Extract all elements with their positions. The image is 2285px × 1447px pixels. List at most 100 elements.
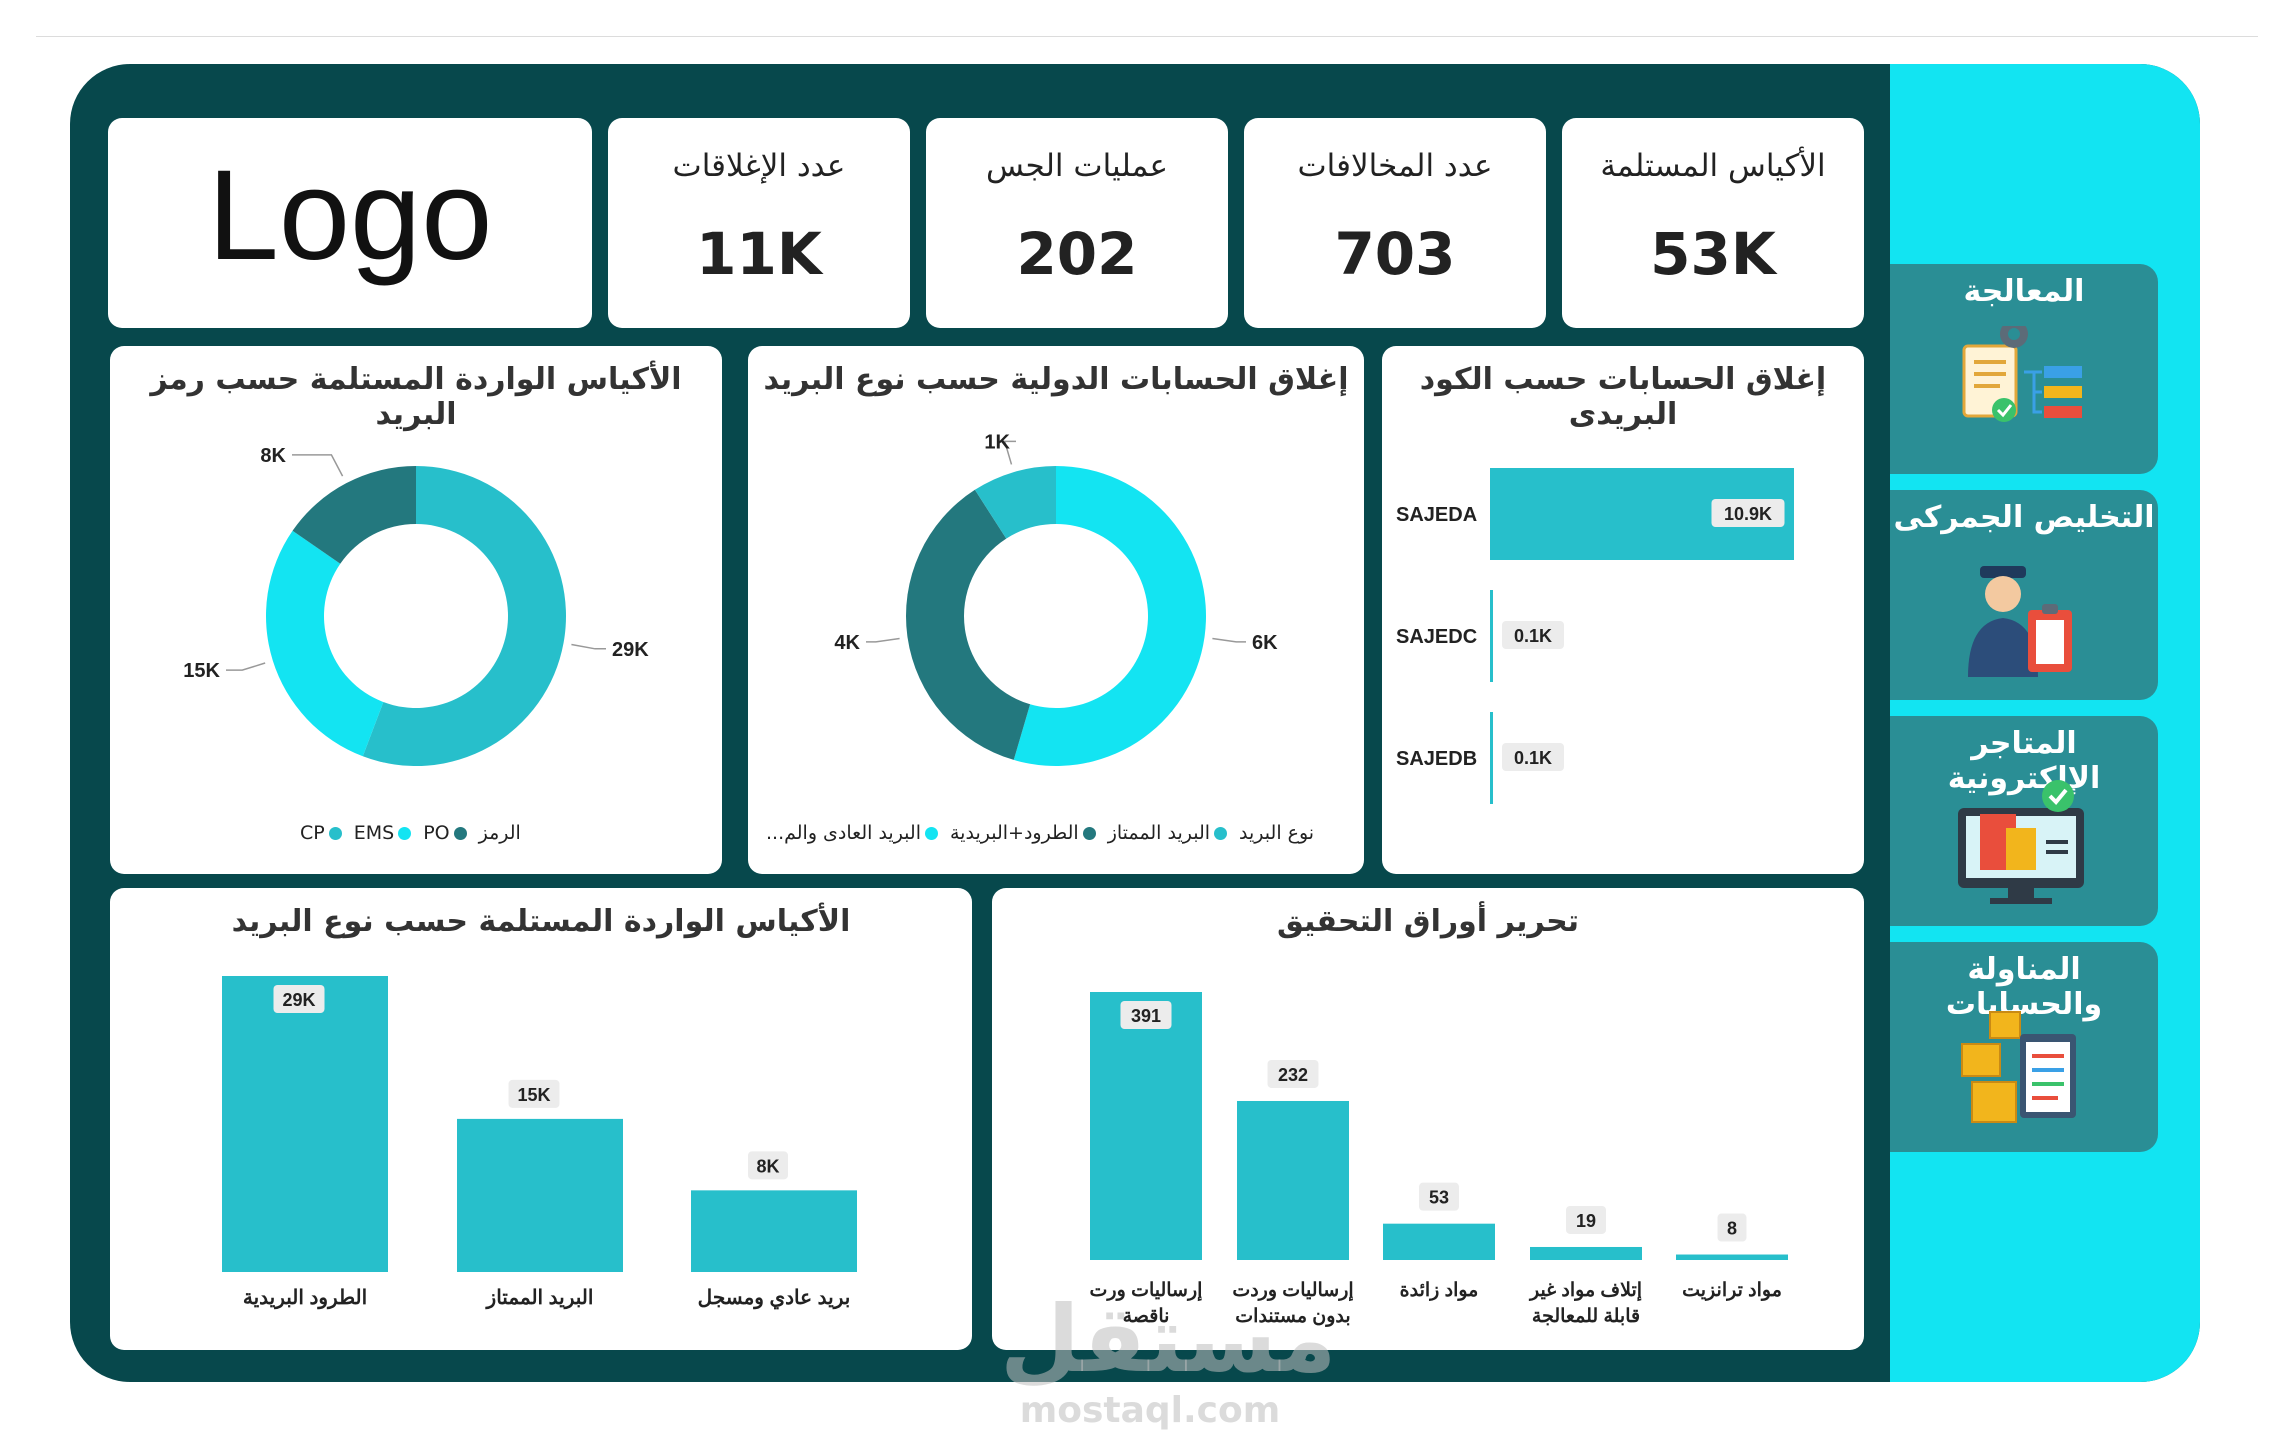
bar-value-label: 232 (1278, 1065, 1308, 1085)
watermark-arabic: مستقل (1000, 1286, 1337, 1393)
legend-item: البريد العادى والم... (766, 822, 938, 844)
dashboard-panel: المعالجة التخليص الجمركى المتاجر الإلكت (70, 64, 2200, 1382)
chart-title: إغلاق الحسابات الدولية حسب نوع البريد (763, 362, 1349, 397)
bar-value-label-bg (1120, 1001, 1172, 1029)
slice-value-label: 4K (834, 632, 860, 654)
chart-card-investigation-papers: تحرير أوراق التحقيق 391 إرساليات ورت ناقصة… (992, 888, 1864, 1350)
slice-value-label: 29K (612, 639, 649, 661)
bar-value-label-bg (1502, 621, 1564, 649)
sidebar-item-label: المتاجر الإلكترونية (1947, 726, 2101, 796)
bar-value-label: 10.9K (1724, 504, 1772, 524)
kpi-value: 11K (696, 220, 822, 288)
kpi-value: 703 (1334, 220, 1456, 288)
x-tick-label: قابلة للمعالجة (1532, 1306, 1640, 1327)
x-tick-label: البريد الممتاز (485, 1287, 594, 1310)
logo: Logo (207, 144, 493, 287)
bar-value-label: 8K (756, 1156, 779, 1176)
legend-label: CP (300, 822, 325, 844)
kpi-card-closures: عدد الإغلاقات 11K (608, 118, 910, 328)
y-tick-label: SAJEDC (1396, 626, 1477, 648)
bar-value-label: 391 (1131, 1006, 1161, 1026)
bar-value-label-bg (748, 1151, 788, 1180)
bar-value-label: 29K (282, 990, 315, 1010)
legend-label: PO (423, 822, 450, 844)
legend-swatch (453, 826, 467, 840)
bar-value-label: 15K (517, 1085, 550, 1105)
leader-line (292, 454, 344, 477)
bar-SAJEDC (1490, 590, 1493, 682)
bar-value-label-bg (1419, 1182, 1459, 1211)
bar-category-0 (1090, 992, 1202, 1260)
bar-بريد عادي ومسجل (691, 1190, 857, 1272)
legend-label: الطرود+البريدية (950, 822, 1079, 844)
donut-chart-bags-by-code: 29K 15K 8K (183, 445, 649, 766)
legend-item: PO (423, 822, 467, 844)
bar-chart-investigation-papers: 391 إرساليات ورت ناقصة 232 إرساليات وردت بدون… (1090, 992, 1788, 1327)
legend-swatch (925, 826, 938, 840)
chart-legend: نوع البريد البريد الممتاز الطرود+البريدية ا… (766, 822, 1314, 844)
legend-label: EMS (353, 822, 395, 844)
kpi-value: 202 (1016, 220, 1138, 288)
sidebar-item-label: التخليص الجمركى (1893, 500, 2155, 535)
sidebar-item-customs[interactable]: التخليص الجمركى (1890, 490, 2158, 700)
bar-value-label: 19 (1576, 1211, 1596, 1231)
kpi-title: عدد المخالافات (1297, 148, 1493, 184)
watermark: مستقل mostaql.com (1000, 1286, 1337, 1432)
kpi-card-bags-received: الأكياس المستلمة 53K (1562, 118, 1864, 328)
kpi-card-violations: عدد المخالافات 703 (1244, 118, 1546, 328)
x-tick-label: ناقصة (1123, 1306, 1170, 1327)
legend-swatch (1082, 826, 1096, 840)
bar-category-2 (1383, 1223, 1495, 1260)
legend-title: الرمز (478, 822, 521, 844)
chart-title: الأكياس الواردة المستلمة حسب رمز البريد (150, 362, 682, 432)
legend-swatch (1214, 826, 1228, 840)
kpi-value: 53K (1650, 220, 1776, 288)
bar-SAJEDB (1490, 712, 1493, 804)
chart-card-bags-by-type: الأكياس الواردة المستلمة حسب نوع البريد … (110, 888, 972, 1350)
x-tick-label: بريد عادي ومسجل (698, 1287, 851, 1310)
sidebar-item-label: المعالجة (1963, 274, 2085, 309)
x-tick-label: إرساليات وردت (1232, 1280, 1353, 1302)
watermark-latin: mostaql.com (1019, 1390, 1281, 1431)
bar-value-label: 0.1K (1514, 626, 1552, 646)
kpi-title: الأكياس المستلمة (1600, 148, 1826, 184)
y-tick-label: SAJEDA (1396, 504, 1477, 526)
donut-slice-البريد الممتاز (974, 466, 1056, 539)
bar-value-label-bg (508, 1079, 560, 1108)
leader-line (1003, 440, 1016, 465)
bar-البريد الممتاز (457, 1118, 623, 1272)
processing-icon (1962, 326, 2082, 422)
bar-value-label-bg (273, 985, 325, 1013)
leader-line (866, 637, 900, 643)
x-tick-label: إتلاف مواد غير (1528, 1280, 1642, 1302)
bar-value-label-bg (1717, 1213, 1747, 1242)
chart-card-intl-closures: إغلاق الحسابات الدولية حسب نوع البريد 6K… (748, 346, 1364, 874)
bar-chart-closures-by-code: SAJEDA 10.9K SAJEDC 0.1K SAJEDB 0.1K (1396, 468, 1794, 804)
sidebar-item-ecommerce[interactable]: المتاجر الإلكترونية (1890, 716, 2158, 926)
kpi-card-inspections: عمليات الجس 202 (926, 118, 1228, 328)
customs-officer-icon (1968, 566, 2072, 677)
sidebar-item-handling[interactable]: المناولة والحسابات (1890, 942, 2158, 1152)
legend-item: EMS (353, 822, 412, 844)
y-tick-label: SAJEDB (1396, 748, 1477, 770)
x-tick-label: بدون مستندات (1235, 1306, 1350, 1327)
chart-title: تحرير أوراق التحقيق (1277, 904, 1579, 939)
logo-card: Logo (108, 118, 592, 328)
bar-value-label-bg (1566, 1205, 1606, 1234)
bar-value-label: 8 (1727, 1219, 1737, 1239)
donut-slice-EMS (266, 530, 384, 757)
legend-swatch (398, 826, 412, 840)
x-tick-label: مواد ترانزيت (1682, 1280, 1782, 1301)
legend-label: البريد الممتاز (1107, 822, 1211, 844)
legend-label: البريد العادى والم... (766, 822, 921, 844)
slice-value-label: 6K (1252, 632, 1278, 654)
bar-chart-bags-by-type: 29K الطرود البريدية 15K البريد الممتاز 8K بري… (222, 976, 857, 1310)
x-tick-label: الطرود البريدية (243, 1287, 367, 1310)
bar-category-3 (1530, 1246, 1642, 1260)
bar-value-label-bg (1267, 1059, 1319, 1088)
slice-value-label: 15K (183, 660, 220, 682)
slice-value-label: 1K (984, 431, 1010, 453)
chart-title: إغلاق الحسابات حسب الكود البريدى (1419, 362, 1827, 432)
sidebar-item-processing[interactable]: المعالجة (1890, 264, 2158, 474)
bar-value-label-bg (1502, 743, 1564, 771)
